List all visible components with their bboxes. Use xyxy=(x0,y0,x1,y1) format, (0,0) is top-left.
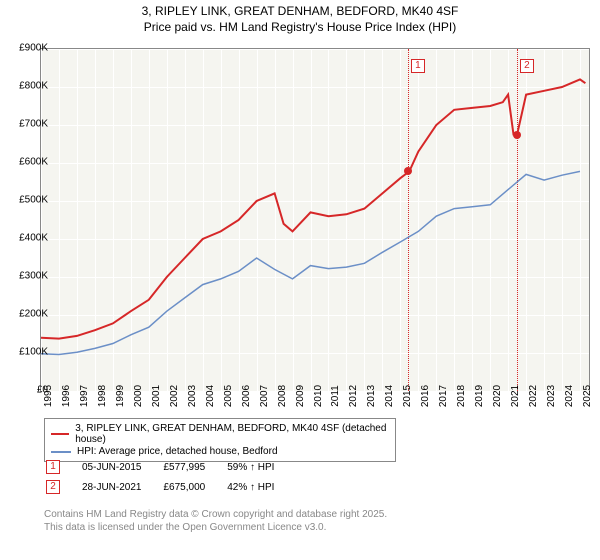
xtick-label: 2015 xyxy=(402,385,413,407)
xtick-label: 1999 xyxy=(115,385,126,407)
xtick-label: 1997 xyxy=(79,385,90,407)
marker-badge: 2 xyxy=(520,59,534,73)
xtick-label: 2021 xyxy=(510,385,521,407)
xtick-label: 1998 xyxy=(97,385,108,407)
xtick-label: 2017 xyxy=(438,385,449,407)
ytick-label: £100K xyxy=(4,347,48,358)
title-line2: Price paid vs. HM Land Registry's House … xyxy=(0,20,600,36)
footer-line1: Contains HM Land Registry data © Crown c… xyxy=(44,508,387,521)
xtick-label: 2019 xyxy=(474,385,485,407)
chart-series xyxy=(41,49,589,391)
series-line xyxy=(41,171,580,354)
title-line1: 3, RIPLEY LINK, GREAT DENHAM, BEDFORD, M… xyxy=(0,4,600,20)
xtick-label: 1995 xyxy=(43,385,54,407)
series-line xyxy=(41,79,585,338)
xtick-label: 2008 xyxy=(277,385,288,407)
sale-hpi: 59% ↑ HPI xyxy=(227,458,294,476)
sale-row: 1 05-JUN-2015£577,99559% ↑ HPI xyxy=(46,458,294,476)
legend-swatch xyxy=(51,451,71,453)
sale-row: 2 28-JUN-2021£675,00042% ↑ HPI xyxy=(46,478,294,496)
xtick-label: 2005 xyxy=(223,385,234,407)
xtick-label: 2002 xyxy=(169,385,180,407)
sale-date: 28-JUN-2021 xyxy=(82,478,161,496)
xtick-label: 2023 xyxy=(546,385,557,407)
xtick-label: 2009 xyxy=(295,385,306,407)
sale-date: 05-JUN-2015 xyxy=(82,458,161,476)
chart-title: 3, RIPLEY LINK, GREAT DENHAM, BEDFORD, M… xyxy=(0,0,600,35)
sale-badge: 1 xyxy=(46,460,60,474)
ytick-label: £700K xyxy=(4,119,48,130)
marker-badge: 1 xyxy=(411,59,425,73)
ytick-label: £200K xyxy=(4,309,48,320)
ytick-label: £800K xyxy=(4,81,48,92)
ytick-label: £900K xyxy=(4,43,48,54)
sale-point xyxy=(513,131,521,139)
sale-hpi: 42% ↑ HPI xyxy=(227,478,294,496)
ytick-label: £400K xyxy=(4,233,48,244)
xtick-label: 2004 xyxy=(205,385,216,407)
sale-price: £577,995 xyxy=(163,458,225,476)
footer-attribution: Contains HM Land Registry data © Crown c… xyxy=(44,508,387,534)
sale-badge: 2 xyxy=(46,480,60,494)
ytick-label: £300K xyxy=(4,271,48,282)
legend-item: 3, RIPLEY LINK, GREAT DENHAM, BEDFORD, M… xyxy=(51,423,389,445)
xtick-label: 2010 xyxy=(313,385,324,407)
legend-label: 3, RIPLEY LINK, GREAT DENHAM, BEDFORD, M… xyxy=(75,423,389,445)
xtick-label: 2011 xyxy=(330,385,341,407)
xtick-label: 2013 xyxy=(366,385,377,407)
xtick-label: 2024 xyxy=(564,385,575,407)
xtick-label: 2006 xyxy=(241,385,252,407)
xtick-label: 2007 xyxy=(259,385,270,407)
ytick-label: £500K xyxy=(4,195,48,206)
ytick-label: £0 xyxy=(4,385,48,396)
xtick-label: 2020 xyxy=(492,385,503,407)
xtick-label: 2025 xyxy=(582,385,593,407)
xtick-label: 2016 xyxy=(420,385,431,407)
legend-swatch xyxy=(51,433,69,435)
xtick-label: 2001 xyxy=(151,385,162,407)
xtick-label: 2012 xyxy=(348,385,359,407)
xtick-label: 2022 xyxy=(528,385,539,407)
ytick-label: £600K xyxy=(4,157,48,168)
xtick-label: 2014 xyxy=(384,385,395,407)
footer-line2: This data is licensed under the Open Gov… xyxy=(44,521,387,534)
sales-table: 1 05-JUN-2015£577,99559% ↑ HPI 2 28-JUN-202… xyxy=(44,456,296,498)
xtick-label: 1996 xyxy=(61,385,72,407)
xtick-label: 2000 xyxy=(133,385,144,407)
chart-plot-area: 12 xyxy=(40,48,590,392)
xtick-label: 2018 xyxy=(456,385,467,407)
sale-price: £675,000 xyxy=(163,478,225,496)
xtick-label: 2003 xyxy=(187,385,198,407)
sale-point xyxy=(404,167,412,175)
